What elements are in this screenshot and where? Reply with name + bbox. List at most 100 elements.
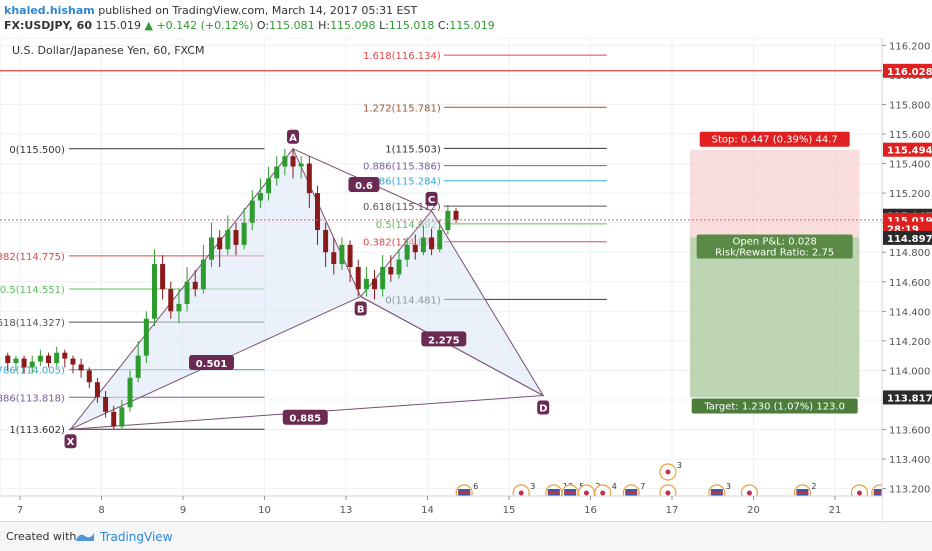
ratio-label-bg — [421, 331, 467, 347]
candle-body — [111, 411, 117, 427]
ohlc-high: 115.098 — [330, 19, 376, 32]
tradingview-link[interactable]: TradingView — [100, 530, 173, 544]
pattern-point-a: A — [287, 129, 300, 144]
candle-body — [388, 267, 394, 275]
x-tick-label: 14 — [421, 505, 434, 516]
flag-stripe — [547, 492, 560, 494]
candle-body — [70, 358, 76, 365]
price-label-bg — [883, 142, 932, 157]
created-with-label: Created with — [6, 530, 77, 543]
candle-body — [29, 361, 35, 368]
event-dot — [856, 490, 862, 496]
candle-body — [94, 382, 100, 398]
y-tick-label: 114.400 — [889, 307, 930, 318]
last-price: 115.019 — [95, 19, 142, 32]
price-label-text: 115.494 — [887, 146, 932, 157]
stop-zone — [689, 149, 860, 238]
candle-body — [135, 355, 141, 378]
point-label-text: B — [357, 305, 365, 316]
candle-body — [412, 244, 418, 253]
y-tick-label: 115.200 — [889, 189, 930, 200]
x-tick-label: 10 — [258, 505, 271, 516]
chart-header: khaled.hisham published on TradingView.c… — [0, 0, 932, 38]
candle-body — [306, 163, 312, 194]
ohlc-low-key: L: — [379, 19, 389, 32]
candle-body — [151, 264, 157, 319]
x-tick-label: 15 — [503, 505, 516, 516]
candle-body — [21, 358, 27, 368]
pattern-point-d: D — [537, 400, 550, 415]
candle-body — [86, 370, 92, 383]
pattern-point-c: C — [425, 191, 438, 206]
event-marker-icon[interactable]: 3 — [659, 461, 682, 481]
author-name[interactable]: khaled.hisham — [4, 4, 95, 17]
candle-body — [168, 289, 174, 312]
candle-body — [274, 166, 280, 179]
y-tick-label: 115.400 — [889, 160, 930, 171]
candle-body — [372, 278, 378, 290]
fib-left-label: .886(113.818) — [0, 393, 65, 404]
fib-right-label: 1.618(116.134) — [363, 51, 441, 62]
point-label-bg — [425, 191, 438, 206]
candle-body — [404, 244, 410, 260]
target-badge-text: Target: 1.230 (1.07%) 123.0 — [703, 401, 845, 412]
stop-badge-text: Stop: 0.447 (0.39%) 44.7 — [712, 135, 838, 146]
candle-body — [249, 200, 255, 223]
price-label-text: 114.897 — [887, 234, 932, 245]
stop-badge-bg — [699, 131, 850, 147]
candle-body — [46, 355, 52, 364]
event-count: 7 — [640, 482, 645, 491]
y-tick-label: 115.600 — [889, 130, 930, 141]
candle-body — [127, 377, 133, 408]
ohlc-low: 115.018 — [388, 19, 435, 32]
ohlc-open-key: O: — [256, 19, 270, 32]
x-tick-label: 8 — [98, 505, 104, 516]
chart-area[interactable]: U.S. Dollar/Japanese Yen, 60, FXCM 1.618(… — [0, 38, 932, 521]
footer: Created with TradingView — [0, 521, 932, 551]
candle-body — [160, 264, 166, 290]
x-tick-label: 7 — [17, 505, 23, 516]
point-label-text: D — [539, 404, 547, 415]
ratio-label-text: 0.501 — [196, 359, 228, 370]
x-tick-label: 21 — [829, 505, 842, 516]
flag-stripe — [564, 492, 577, 494]
y-tick-label: 114.200 — [889, 337, 930, 348]
ohlc-high-key: H: — [318, 19, 331, 32]
candle-body — [241, 222, 247, 245]
candle-body — [453, 210, 459, 220]
price-label-text: 116.028 — [887, 67, 932, 78]
event-dot — [665, 490, 671, 496]
open-pnl-text: Open P&L: 0.028 — [732, 236, 816, 247]
point-label-bg — [64, 434, 77, 449]
candle-body — [103, 397, 109, 412]
ohlc-close-key: C: — [437, 19, 450, 32]
fib-right-label: 0.618(115.112) — [363, 202, 441, 213]
entry-badge-bg — [696, 234, 853, 259]
ratio-label-text: 0.6 — [355, 181, 373, 192]
event-dot — [518, 490, 524, 496]
point-label-bg — [354, 301, 367, 316]
tradingview-logo-icon[interactable] — [74, 528, 96, 547]
price-label-bg — [883, 390, 932, 405]
y-tick-label: 113.200 — [889, 485, 930, 496]
candle-body — [143, 318, 149, 356]
y-tick-label: 114.800 — [889, 248, 930, 259]
stop-badge: Stop: 0.447 (0.39%) 44.7 — [699, 131, 850, 147]
ratio-label: 0.885 — [282, 409, 328, 425]
candle-body — [217, 237, 223, 250]
price-label-bg — [883, 230, 932, 245]
chart-title: U.S. Dollar/Japanese Yen, 60, FXCM — [12, 44, 204, 57]
quote-line: FX:USDJPY, 60 115.019 ▲ +0.142 (+0.12%) … — [4, 19, 495, 32]
candle-body — [323, 230, 329, 253]
ratio-label-text: 0.885 — [289, 414, 321, 425]
candle-body — [119, 407, 125, 427]
ratio-label: 0.501 — [189, 355, 235, 371]
candle-body — [176, 303, 182, 312]
candle-body — [37, 355, 43, 362]
point-label-text: A — [289, 133, 297, 144]
event-dot — [746, 490, 752, 496]
price-label-text: 28:19 — [887, 225, 919, 236]
candle-body — [363, 278, 369, 290]
candle-body — [266, 178, 272, 194]
candle-body — [209, 237, 215, 260]
